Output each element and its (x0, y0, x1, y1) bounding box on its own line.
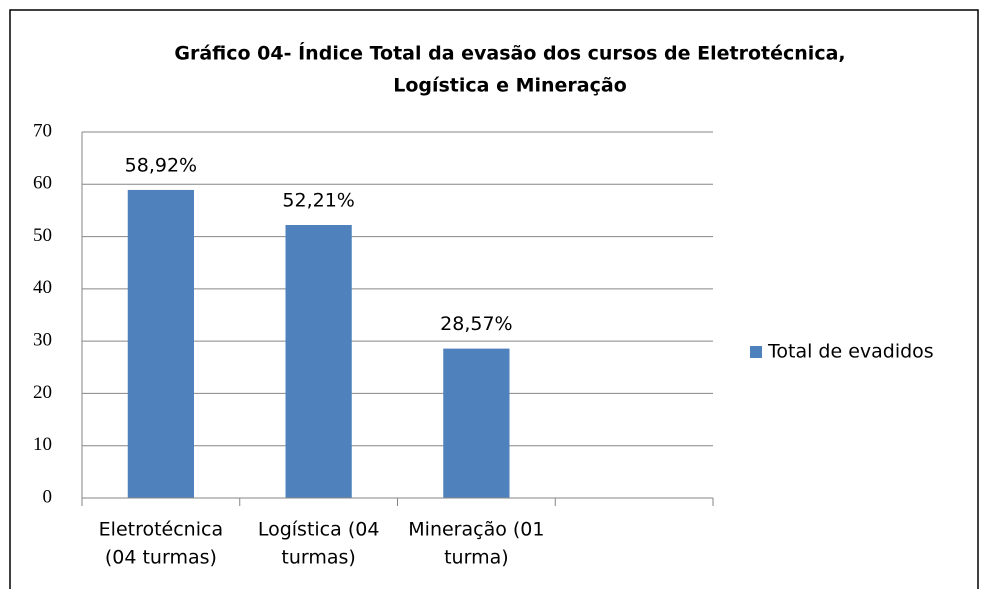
y-tick-label: 30 (33, 330, 52, 351)
legend-swatch (750, 346, 762, 358)
bar (127, 189, 195, 499)
y-tick-label: 20 (33, 382, 52, 403)
x-tick-label: Mineração (01 (408, 519, 544, 541)
y-tick-label: 0 (43, 486, 53, 507)
y-tick-label: 70 (33, 120, 52, 141)
x-tick-label: turma) (444, 547, 509, 569)
y-tick-label: 50 (33, 225, 52, 246)
x-tick-label: (04 turmas) (105, 547, 217, 569)
chart-title: Gráfico 04- Índice Total da evasão dos c… (174, 42, 845, 65)
data-label: 52,21% (282, 190, 354, 212)
x-tick-label: Eletrotécnica (99, 519, 223, 541)
x-tick-label: Logística (04 (258, 519, 380, 541)
y-tick-label: 10 (33, 434, 52, 455)
legend-label: Total de evadidos (767, 341, 934, 363)
data-label: 28,57% (440, 313, 512, 335)
chart-title: Logística e Mineração (393, 75, 627, 97)
bar (443, 348, 510, 498)
y-tick-label: 60 (33, 173, 52, 194)
bar (285, 225, 352, 498)
chart-border (9, 9, 979, 589)
x-tick-label: turmas) (281, 547, 355, 569)
data-label: 58,92% (125, 154, 197, 176)
y-tick-label: 40 (33, 277, 52, 298)
